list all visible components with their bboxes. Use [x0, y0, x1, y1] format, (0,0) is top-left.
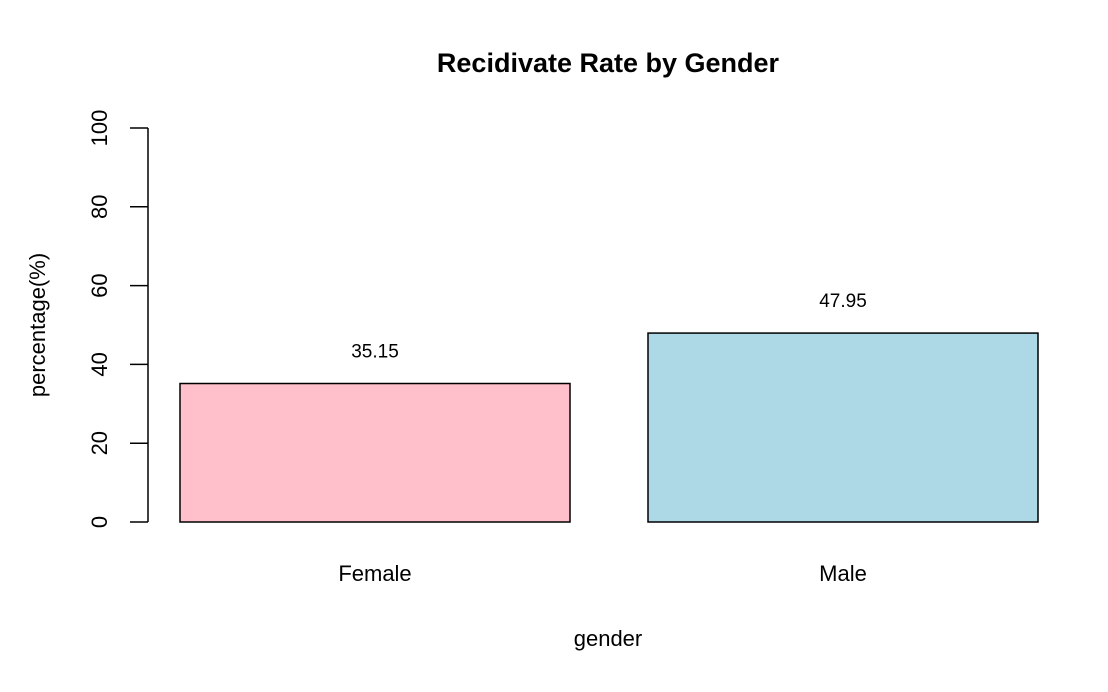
chart-title: Recidivate Rate by Gender [437, 48, 780, 78]
bar-female [179, 382, 571, 523]
x-tick-label: Male [819, 561, 867, 586]
bars: 35.15 47.95 [179, 291, 1039, 523]
x-tick-labels: Female Male [338, 561, 867, 586]
x-tick-label: Female [338, 561, 411, 586]
y-tick-label: 0 [87, 516, 112, 528]
x-axis-label: gender [574, 626, 643, 651]
y-tick-label: 80 [87, 195, 112, 219]
y-tick-label: 40 [87, 352, 112, 376]
y-tick-label: 100 [87, 110, 112, 147]
data-label: 47.95 [819, 291, 867, 312]
y-tick-label: 60 [87, 273, 112, 297]
y-axis-label: percentage(%) [25, 253, 50, 397]
y-tick-label: 20 [87, 431, 112, 455]
y-axis: 0 20 40 60 80 100 [87, 110, 149, 528]
data-label: 35.15 [351, 342, 399, 363]
bar-male [647, 332, 1039, 523]
